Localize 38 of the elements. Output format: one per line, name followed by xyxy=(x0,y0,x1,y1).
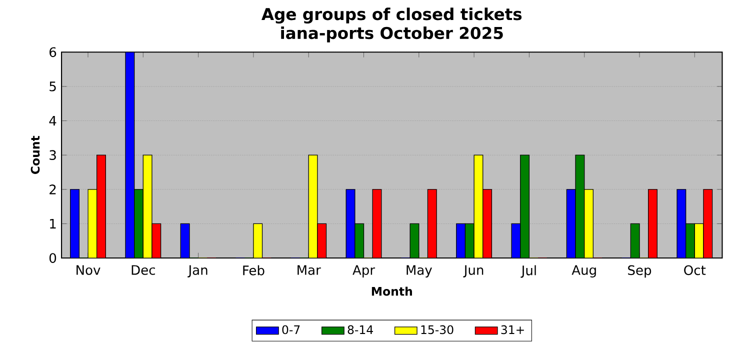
y-tick-label: 6 xyxy=(50,47,56,58)
bar xyxy=(648,189,658,258)
bar xyxy=(482,189,492,258)
y-axis-title: Count xyxy=(30,136,40,174)
bar xyxy=(308,154,318,258)
x-tick-label: Feb xyxy=(243,265,264,276)
y-tick-label: 3 xyxy=(50,150,56,160)
legend-label: 31+ xyxy=(501,325,524,334)
chart-subtitle: iana-ports October 2025 xyxy=(281,26,503,42)
y-tick-label: 1 xyxy=(50,219,56,229)
bar xyxy=(703,189,713,258)
bar xyxy=(96,154,106,258)
x-axis-title: Month xyxy=(372,286,412,296)
x-tick-label: Jun xyxy=(463,265,484,278)
y-tick-label: 5 xyxy=(50,82,56,92)
legend-label: 0-7 xyxy=(282,325,300,334)
y-tick-label: 0 xyxy=(49,253,56,264)
bar xyxy=(372,189,382,258)
bar xyxy=(142,154,152,258)
legend-label: 15-30 xyxy=(421,325,454,334)
bar xyxy=(88,189,98,258)
bar xyxy=(584,189,594,258)
x-tick-label: Mar xyxy=(298,265,321,275)
y-tick-label: 2 xyxy=(50,184,56,194)
bar xyxy=(474,154,484,258)
chart-title: Age groups of closed tickets xyxy=(262,8,522,24)
bar xyxy=(427,189,437,258)
x-tick-label: Jan xyxy=(188,265,208,278)
x-tick-label: Nov xyxy=(76,265,100,275)
x-tick-label: Aug xyxy=(572,265,596,278)
x-tick-label: Jul xyxy=(520,265,536,278)
x-tick-label: Apr xyxy=(352,265,376,278)
x-tick-label: Oct xyxy=(684,265,706,276)
legend-label: 8-14 xyxy=(348,325,373,334)
x-tick-label: May xyxy=(406,265,432,278)
x-tick-label: Dec xyxy=(132,265,155,275)
y-tick-label: 4 xyxy=(49,116,56,126)
x-tick-label: Sep xyxy=(628,265,652,278)
